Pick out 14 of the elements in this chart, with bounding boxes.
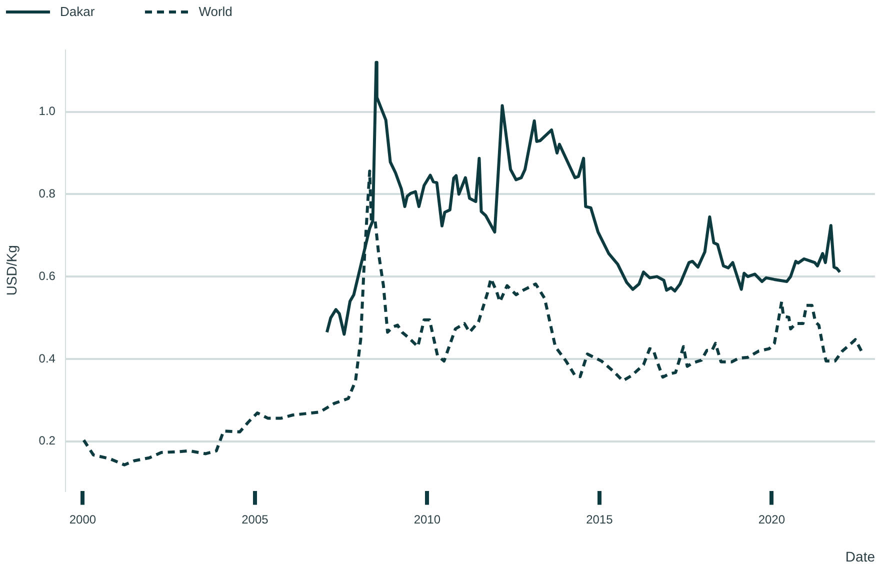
y-axis-title: USD/Kg: [3, 245, 20, 296]
x-tick-label: 2010: [414, 512, 441, 526]
y-tick-label: 1.0: [38, 104, 56, 118]
x-tick-label: 2005: [242, 512, 269, 526]
x-tick-label: 2000: [69, 512, 96, 526]
x-tick-label: 2015: [586, 512, 614, 526]
y-tick-label: 0.6: [38, 268, 56, 283]
y-tick-label: 0.4: [38, 351, 56, 366]
y-tick-label: 0.2: [38, 434, 56, 448]
y-tick-label: 0.8: [38, 186, 56, 200]
x-axis-title: Date: [845, 548, 876, 564]
legend-label: World: [198, 4, 232, 19]
x-tick-label: 2020: [758, 512, 786, 526]
legend-label: Dakar: [60, 4, 95, 19]
